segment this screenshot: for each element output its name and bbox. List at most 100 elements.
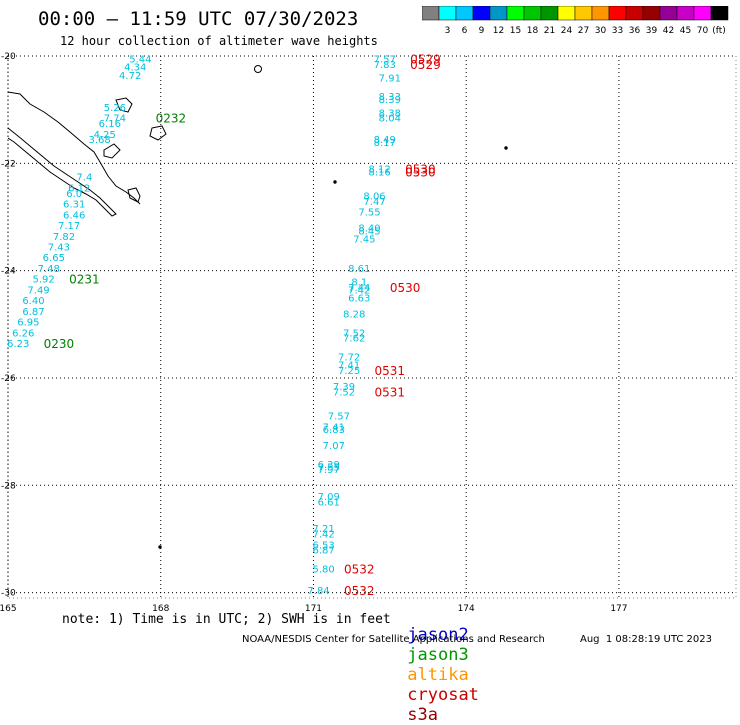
swh-value-label: 3.68 [89,135,111,146]
island-outline [115,97,133,113]
swh-value-label: 6.46 [63,210,85,221]
lon-tick-label: 168 [152,604,169,614]
swh-value-label: 8.06 [363,192,385,203]
swh-value-label: 6.16 [99,119,121,130]
swh-value-label: 8.38 [379,108,401,119]
pass-time-label: 0532 [344,562,375,576]
lon-tick-label: 165 [0,604,17,614]
swh-value-label: 7.41 [323,422,345,433]
swh-value-label: 7.48 [38,264,60,275]
swh-value-label: 8.28 [343,310,365,321]
swh-value-label: 5.44 [129,55,151,66]
map-border [7,55,737,599]
swh-value-label: 8.49 [374,135,396,146]
satellite-cryosat-label: cryosat [407,685,479,705]
satellite-jason2-label: jason2 [407,625,469,645]
islet-dot [158,545,162,549]
swh-value-label: 7.97 [318,465,340,476]
colorbar-tick-label: 3 [445,26,451,36]
lon-tick-label: 174 [458,604,475,614]
colorbar-tick-label: 33 [612,26,623,36]
colorbar-tick-label: 30 [595,26,607,36]
pass-time-label: 0232 [156,112,187,126]
colorbar-tick-label: 70 [697,26,709,36]
swh-value-label: 6.53 [313,540,335,551]
swh-value-label: 7.91 [379,73,401,84]
lat-tick-label: -30 [1,589,16,599]
swh-value-label: 8.17 [374,138,396,149]
swh-value-label: 6.0 [66,189,82,200]
satellite-s3a-label: s3a [407,705,438,725]
swh-value-label: 8.33 [379,92,401,103]
lon-tick-label: 171 [305,604,322,614]
lat-tick-label: -20 [1,52,16,62]
swh-value-label: 7.43 [48,243,70,254]
pass-time-label: 0231 [69,273,100,287]
swh-value-label: 7.41 [338,361,360,372]
pass-time-label: 0530 [405,163,436,177]
colorbar-tick-label: 24 [561,26,573,36]
satellite-legend: jason2 jason3 altika cryosat s3a [388,606,479,725]
island-outline [127,187,141,203]
swh-value-label: 7.17 [58,221,80,232]
swh-value-label: 7.52 [333,387,355,398]
pass-time-label: 0531 [375,364,406,378]
lat-tick-label: -24 [1,267,16,277]
colorbar-tick-label: 21 [544,26,555,36]
colorbar-tick-label: 45 [680,26,691,36]
swh-value-label: 7.72 [338,353,360,364]
swh-value-label: 4.25 [94,130,116,141]
swh-value-label: 8.04 [379,114,401,125]
satellite-jason3-label: jason3 [407,645,469,665]
swh-value-label: 7.49 [27,285,49,296]
colorbar-tick-label: 42 [663,26,674,36]
swh-value-label: 4.34 [124,63,146,74]
credit-line: NOAA/NESDIS Center for Satellite Applica… [242,634,545,645]
pass-time-label: 0530 [405,165,436,179]
swh-value-label: 4.72 [119,71,141,82]
swh-value-label: 6.65 [43,253,65,264]
swh-value-label: 7.42 [313,530,335,541]
swh-value-label: 5.92 [33,275,55,286]
color-scale-legend: 3 6 9 12 15 18 21 24 27 30 33 36 39 42 45 70 (ft) [422,6,729,36]
swh-value-label: 7.09 [318,492,340,503]
page-title: 00:00 — 11:59 UTC 07/30/2023 [38,8,359,30]
swh-value-label: 7.47 [363,197,385,208]
swh-value-label: 8.61 [348,264,370,275]
islet-dot [333,180,337,184]
wave-height-map: 165 168 171 174 177-20-22-24-26-28-307.577.8… [0,52,737,614]
coastline-outline [7,91,141,205]
swh-value-label: 6.83 [323,425,345,436]
swh-value-label: 8.40 [358,224,380,235]
swh-value-label: 6.95 [17,318,39,329]
swh-value-label: 7.57 [374,55,396,66]
lat-tick-label: -26 [1,374,16,384]
swh-value-label: 7.07 [323,441,345,452]
colorbar-swatch [710,6,729,21]
island-outline [103,143,121,159]
swh-value-label: 7.84 [307,586,329,597]
colorbar-tick-label: 36 [629,26,641,36]
swh-value-label: 6.61 [318,497,340,508]
swh-value-label: 7.45 [353,234,375,245]
colorbar-tick-label: 9 [479,26,485,36]
page-subtitle: 12 hour collection of altimeter wave hei… [60,34,378,48]
generated-timestamp: Aug 1 08:28:19 UTC 2023 [580,634,712,645]
colorbar-tick-label: 39 [646,26,658,36]
lon-tick-label: 177 [610,604,627,614]
lat-tick-label: -28 [1,481,16,491]
pass-time-label: 0529 [410,53,441,67]
swh-value-label: 8.16 [369,167,391,178]
pass-time-label: 0230 [44,337,75,351]
swh-value-label: 7.83 [374,60,396,71]
swh-value-label: 7.25 [338,366,360,377]
island-outline [254,65,262,73]
pass-time-label: 0530 [390,281,421,295]
colorbar-unit-label: (ft) [712,26,726,36]
colorbar-tick-label: 15 [510,26,521,36]
pass-time-label: 0529 [410,58,441,72]
swh-value-label: 6.39 [318,460,340,471]
pass-time-label: 0531 [375,385,406,399]
swh-value-label: 7.62 [343,334,365,345]
swh-value-label: 5.26 [104,103,126,114]
